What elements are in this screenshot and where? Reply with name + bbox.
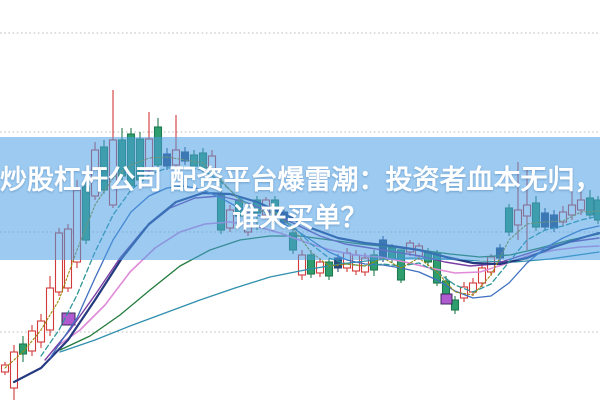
headline-banner: 炒股杠杆公司 配资平台爆雷潮：投资者血本无归， 谁来买单？ bbox=[0, 137, 600, 260]
headline-line-1: 炒股杠杆公司 配资平台爆雷潮：投资者血本无归， bbox=[0, 164, 600, 195]
ma-long-tealblue bbox=[59, 251, 600, 353]
headline-line-2: 谁来买单？ bbox=[232, 202, 368, 233]
